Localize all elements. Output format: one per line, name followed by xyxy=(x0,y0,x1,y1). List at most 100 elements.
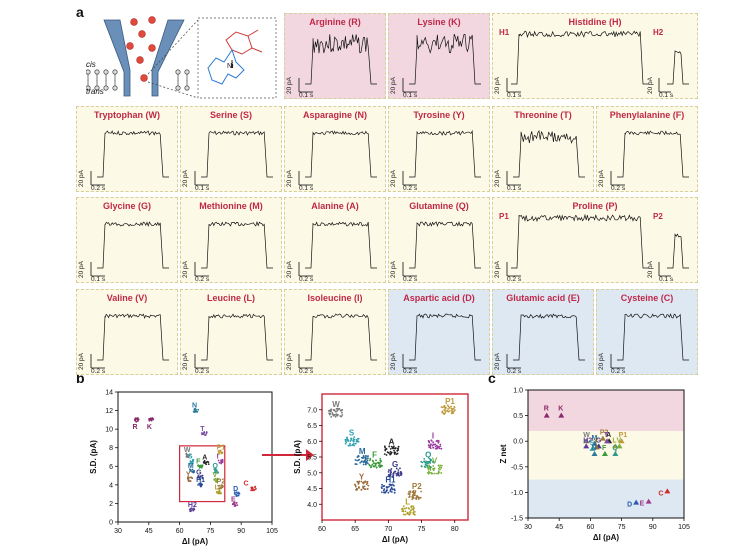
scale-bar-current: 20 pA xyxy=(286,77,293,94)
cluster-q xyxy=(420,457,436,469)
scale-bar-current: 20 pA xyxy=(390,77,397,94)
cluster-l xyxy=(401,505,416,516)
current-trace xyxy=(506,30,689,93)
trace-tile-isoleucine-i: Isoleucine (I) 20 pA 0.2 s xyxy=(284,289,386,375)
y-tick-label: 0.0 xyxy=(513,439,523,446)
scale-bar-current: 20 pA xyxy=(494,77,501,94)
trace-title: Arginine (R) xyxy=(309,17,361,27)
x-tick-label: 75 xyxy=(418,526,426,533)
sub-level-label: P1 xyxy=(499,212,509,221)
trace-tile-phenylalanine-f: Phenylalanine (F) 20 pA 0.2 s xyxy=(596,106,698,192)
scale-bar-current: 20 pA xyxy=(390,170,397,187)
x-tick-label: 60 xyxy=(176,528,184,535)
cluster-label: P2 xyxy=(412,482,422,491)
x-tick-label: 45 xyxy=(555,524,563,531)
point-n xyxy=(591,451,598,456)
scale-bar-current: 20 pA xyxy=(286,353,293,370)
scale-bar-time: 0.2 s xyxy=(611,368,626,375)
cluster-h2 xyxy=(188,507,196,513)
scale-bar-current: 20 pA xyxy=(78,170,85,187)
trace-tile-lysine-k: Lysine (K) 20 pA 0.1 s xyxy=(388,13,490,99)
x-axis-label: ΔI (pA) xyxy=(182,537,209,546)
cluster-label: I xyxy=(217,454,219,461)
current-trace xyxy=(610,313,689,369)
y-axis-label: S.D. (pA) xyxy=(89,440,98,474)
cluster-s xyxy=(344,436,360,447)
scale-bar-current: 20 pA xyxy=(494,353,501,370)
scale-bar-time: 0.2 s xyxy=(299,276,314,283)
cluster-t xyxy=(200,431,208,437)
point-label: G xyxy=(596,437,602,444)
point-label: D xyxy=(627,502,632,509)
chelate-structure xyxy=(207,29,263,85)
y-tick-label: 5.5 xyxy=(307,455,317,462)
cluster-label: F xyxy=(196,458,201,465)
cis-label: cis xyxy=(86,60,96,69)
point-label: W xyxy=(583,432,590,439)
scale-bar-current: 20 pA xyxy=(647,77,654,94)
point-label: N xyxy=(592,445,597,452)
plot-frame xyxy=(527,389,685,519)
cluster-label: D xyxy=(233,486,238,493)
trace-title: Leucine (L) xyxy=(206,293,255,303)
trace-title: Histidine (H) xyxy=(568,17,622,27)
cluster-label: Q xyxy=(425,450,431,459)
y-tick-label: 4.5 xyxy=(307,486,317,493)
cluster-n xyxy=(192,407,200,413)
scale-bar-time: 0.2 s xyxy=(507,276,522,283)
trace-title: Valine (V) xyxy=(106,293,148,303)
trace-title: Tryptophan (W) xyxy=(94,110,160,120)
y-tick-label: 6.0 xyxy=(307,439,317,446)
x-tick-label: 90 xyxy=(237,528,245,535)
current-trace xyxy=(402,129,481,186)
scatter-plot-b-zoom: 60 65 70 75 80 4.0 4.5 5.0 5.5 6.0 6.5 7.0 ΔI (pA) S.… xyxy=(293,393,469,544)
cluster-g xyxy=(387,467,403,478)
sub-level-label: P2 xyxy=(653,212,663,221)
x-tick-label: 45 xyxy=(145,528,153,535)
point-label: E xyxy=(640,501,645,508)
y-tick-label: 1.0 xyxy=(513,388,523,395)
charge-band xyxy=(528,479,684,518)
cluster-c xyxy=(250,485,257,492)
current-trace xyxy=(506,213,689,277)
cluster-label: P1 xyxy=(445,397,455,406)
membrane-lipids xyxy=(86,69,190,91)
trace-tile-proline-p: Proline (P) P1 P2 20 pA 0.2 s 20 pA 0.1 s xyxy=(492,197,698,283)
x-tick-label: 30 xyxy=(114,528,122,535)
scale-bar-time: 0.2 s xyxy=(299,368,314,375)
trace-tile-methionine-m: Methionine (M) 20 pA 0.2 s xyxy=(180,197,282,283)
trace-title: Proline (P) xyxy=(572,201,618,211)
x-tick-label: 30 xyxy=(524,524,532,531)
x-tick-label: 65 xyxy=(351,526,359,533)
scale-bar-time: 0.1 s xyxy=(299,92,314,99)
point-label: Q xyxy=(612,445,618,452)
scale-bar-current: 20 pA xyxy=(598,353,605,370)
y-tick-label: 6 xyxy=(109,464,113,471)
cluster-a xyxy=(383,445,400,456)
x-axis-label: ΔI (pA) xyxy=(593,533,620,542)
point-r xyxy=(543,412,550,418)
point-p1 xyxy=(618,438,625,444)
y-tick-label: 6.5 xyxy=(307,423,317,430)
cluster-label: E xyxy=(231,496,236,503)
cluster-w xyxy=(185,452,191,458)
cluster-f xyxy=(368,457,383,469)
trace-title: Phenylalanine (F) xyxy=(609,110,685,120)
point-p2 xyxy=(599,435,606,441)
cluster-label: A xyxy=(202,455,207,462)
cluster-i xyxy=(217,458,224,465)
cluster-label: N xyxy=(192,403,197,410)
point-label: K xyxy=(558,406,563,413)
cluster-label: Q xyxy=(213,463,219,470)
cluster-f xyxy=(197,464,204,469)
cluster-label: A xyxy=(389,438,395,447)
x-tick-label: 105 xyxy=(266,528,278,535)
trace-tile-glutamic-acid-e: Glutamic acid (E) 20 pA 0.2 s xyxy=(492,289,594,375)
trace-tile-aspartic-acid-d: Aspartic acid (D) 20 pA 0.2 s xyxy=(388,289,490,375)
nickel-label: Ni xyxy=(227,63,234,70)
point-t xyxy=(604,438,611,444)
point-m xyxy=(591,440,598,446)
x-tick-label: 60 xyxy=(318,526,326,533)
scale-bar-time: 0.1 s xyxy=(507,185,522,192)
